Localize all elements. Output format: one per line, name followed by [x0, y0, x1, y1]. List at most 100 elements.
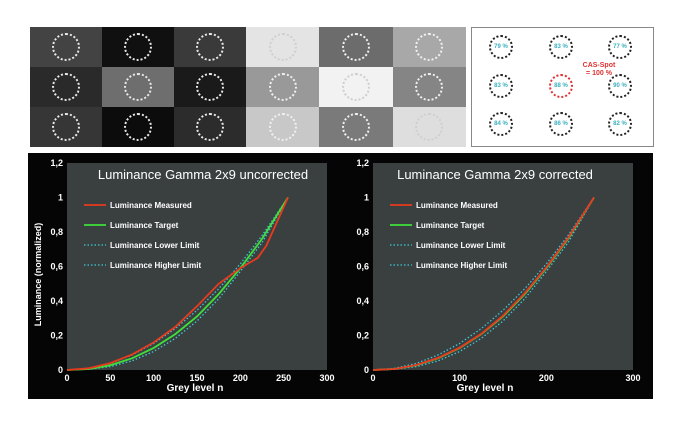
x-axis-label: Grey level n: [457, 383, 514, 394]
x-tick-label: 100: [146, 373, 161, 383]
pattern-tile: [246, 27, 320, 67]
x-tick-label: 300: [319, 373, 334, 383]
measurement-ring: [52, 113, 80, 141]
measurement-ring: [415, 73, 444, 101]
series-line-luminance-lower-limit: [66, 197, 289, 371]
pattern-tile: [174, 107, 246, 147]
pattern-tile: [319, 107, 393, 147]
measurement-ring: [124, 73, 152, 101]
x-tick-label: 100: [452, 373, 467, 383]
x-axis-label: Grey level n: [167, 383, 224, 394]
cas-spot-label-line1: CAS-Spot: [582, 62, 616, 69]
pattern-tile: [392, 67, 466, 107]
y-tick-label: 0,6: [356, 262, 369, 272]
y-tick-label: 1: [58, 193, 63, 203]
x-tick-label: 300: [625, 373, 640, 383]
pattern-tile: [174, 27, 246, 67]
y-tick-label: 0: [58, 365, 63, 375]
legend-label: Luminance Higher Limit: [110, 261, 201, 270]
measurement-ring: [124, 33, 152, 61]
measurement-ring: [196, 33, 224, 61]
uniformity-ring: 83 %: [489, 74, 513, 98]
pattern-tile: [30, 27, 102, 67]
measurement-ring: [52, 73, 80, 101]
pattern-tile: [174, 67, 246, 107]
x-tick-label: 0: [64, 373, 69, 383]
y-tick-label: 0,2: [356, 331, 369, 341]
x-tick-label: 250: [276, 373, 291, 383]
legend-label: Luminance Higher Limit: [416, 261, 507, 270]
uniformity-ring: 82 %: [608, 112, 632, 136]
x-tick-label: 200: [539, 373, 554, 383]
measurement-ring: [341, 73, 370, 101]
y-axis-label: Luminance (normalized): [33, 223, 43, 327]
series-line-luminance-measured: [372, 197, 595, 371]
legend-label: Luminance Measured: [416, 201, 498, 210]
chart-panel-1: 0 0,2 0,4 0,6 0,8 1 1,2 0 50 100 150 200 250 300 Grey …: [33, 158, 335, 394]
legend-label: Luminance Lower Limit: [110, 241, 200, 250]
series-line-luminance-target: [66, 197, 289, 371]
plot-area: [67, 163, 327, 370]
x-tick-label: 0: [370, 373, 375, 383]
pattern-tile: [30, 107, 102, 147]
pattern-tile: [30, 67, 102, 107]
pattern-tile: [102, 27, 174, 67]
y-tick-label: 0: [364, 365, 369, 375]
uniformity-ring: 83 %: [549, 35, 573, 59]
cas-spot-label-line2: = 100 %: [586, 70, 612, 77]
chart-title: Luminance Gamma 2x9 corrected: [397, 167, 593, 182]
y-tick-label: 0,8: [50, 227, 63, 237]
pattern-tile: [319, 27, 393, 67]
legend-label: Luminance Measured: [110, 201, 192, 210]
uniformity-map-panel: 79 % 83 % 77 % 83 % 88 % 90 % 84 % 86 % 82 %: [471, 27, 654, 147]
x-tick-label: 150: [189, 373, 204, 383]
series-line-luminance-measured: [66, 197, 289, 371]
light-test-pattern-grid: [246, 27, 466, 147]
pattern-tile: [246, 107, 320, 147]
y-tick-label: 1,2: [356, 158, 369, 168]
dark-test-pattern-grid: [30, 27, 246, 147]
measurement-ring: [196, 113, 224, 141]
measurement-ring: [341, 33, 370, 61]
y-tick-label: 1,2: [50, 158, 63, 168]
uniformity-ring: 79 %: [489, 35, 513, 59]
luminance-charts-frame: 00,20,40,60,811,20 50 100 150 200 250 300Grey …: [28, 153, 653, 399]
measurement-ring: [52, 33, 80, 61]
series-line-luminance-higher-limit: [372, 197, 595, 371]
pattern-tile: [392, 27, 466, 67]
uniformity-ring: 90 %: [608, 74, 632, 98]
pattern-tile: [102, 67, 174, 107]
pattern-tile: [319, 67, 393, 107]
measurement-ring: [415, 113, 444, 141]
uniformity-ring: 86 %: [549, 112, 573, 136]
legend-label: Luminance Lower Limit: [416, 241, 506, 250]
chart-title: Luminance Gamma 2x9 uncorrected: [98, 167, 308, 182]
y-tick-label: 1: [364, 193, 369, 203]
plot-area: [373, 163, 633, 370]
measurement-ring: [415, 33, 444, 61]
measurement-ring: [196, 73, 224, 101]
series-line-luminance-higher-limit: [66, 197, 289, 371]
measurement-ring: [268, 33, 297, 61]
pattern-tile: [102, 107, 174, 147]
measurement-ring: [268, 113, 297, 141]
uniformity-ring: 84 %: [489, 112, 513, 136]
y-tick-label: 0,4: [356, 296, 369, 306]
legend-label: Luminance Target: [110, 221, 179, 230]
measurement-ring: [341, 113, 370, 141]
chart-panel-2: 0 0,2 0,4 0,6 0,8 1 1,2 0 100 200 300 Grey level n L…: [356, 158, 640, 394]
legend-label: Luminance Target: [416, 221, 485, 230]
measurement-ring: [124, 113, 152, 141]
y-tick-label: 0,2: [50, 331, 63, 341]
y-tick-label: 0,4: [50, 296, 63, 306]
y-tick-label: 0,8: [356, 227, 369, 237]
measurement-ring: [268, 73, 297, 101]
x-tick-label: 50: [105, 373, 115, 383]
uniformity-ring: 77 %: [608, 35, 632, 59]
y-tick-label: 0,6: [50, 262, 63, 272]
series-line-luminance-lower-limit: [372, 197, 595, 371]
pattern-tile: [246, 67, 320, 107]
cas-spot-label: CAS-Spot = 100 %: [570, 62, 628, 78]
x-tick-label: 200: [233, 373, 248, 383]
pattern-tile: [392, 107, 466, 147]
